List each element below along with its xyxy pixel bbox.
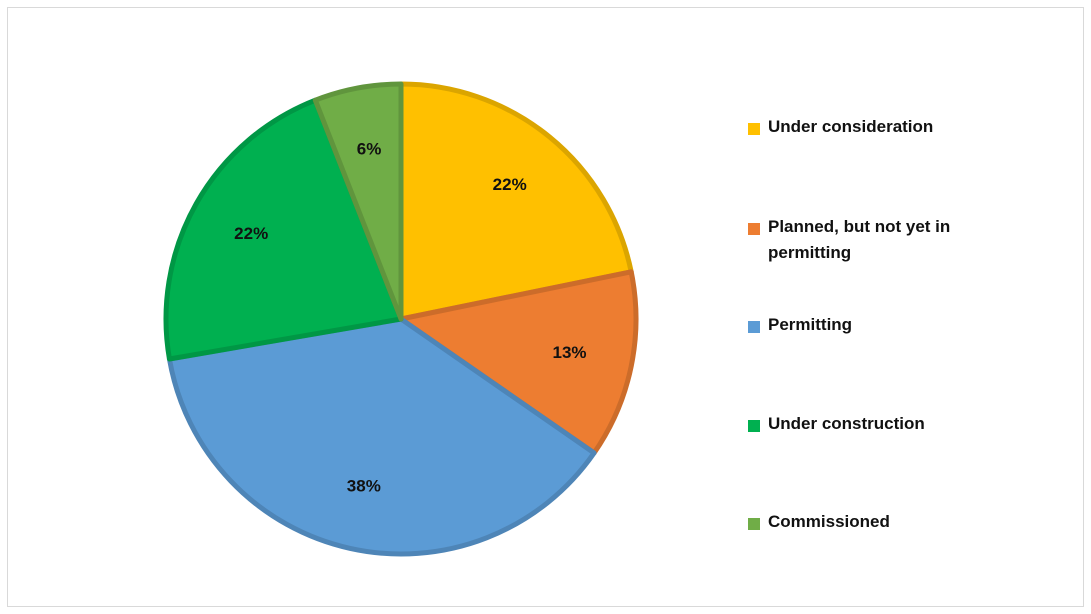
legend-swatch xyxy=(748,518,760,530)
slice-value-label: 38% xyxy=(347,476,381,495)
pie-slice-commissioned xyxy=(312,81,404,322)
slice-value-label: 13% xyxy=(552,343,586,362)
slice-value-label: 22% xyxy=(234,224,268,243)
legend-swatch xyxy=(748,123,760,135)
pie-slice-planned-but-not-yet-in-permitting xyxy=(398,269,639,456)
pie-slice-under-construction xyxy=(163,97,404,362)
legend-label: Under consideration xyxy=(768,117,934,136)
chart-frame: 22% 13% 38% 22% 6% Under consideration Plann… xyxy=(7,7,1084,607)
legend-swatch xyxy=(748,420,760,432)
legend-item-permitting: Permitting xyxy=(748,315,1048,338)
legend-item-planned: Planned, but not yet in permitting xyxy=(748,217,1048,266)
legend-swatch xyxy=(748,223,760,235)
slice-value-label: 6% xyxy=(357,139,382,158)
pie-labels: 22% 13% 38% 22% 6% xyxy=(234,139,586,495)
legend-label: Under construction xyxy=(768,414,925,433)
legend-item-under-consideration: Under consideration xyxy=(748,117,1048,140)
legend-label: Commissioned xyxy=(768,512,890,531)
legend-swatch xyxy=(748,321,760,333)
legend-item-under-construction: Under construction xyxy=(748,414,1048,437)
pie-slice-permitting xyxy=(166,316,597,557)
pie-chart: 22% 13% 38% 22% 6% xyxy=(163,81,639,557)
pie-slices xyxy=(163,81,639,557)
legend-label: Planned, but not yet in permitting xyxy=(768,217,951,262)
pie-slice-under-consideration xyxy=(398,81,634,322)
legend-item-commissioned: Commissioned xyxy=(748,512,1048,535)
legend-label: Permitting xyxy=(768,315,853,334)
slice-value-label: 22% xyxy=(493,175,527,194)
